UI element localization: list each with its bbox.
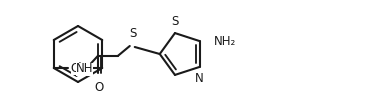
Text: Cl: Cl <box>71 62 82 74</box>
Text: N: N <box>195 72 204 85</box>
Text: O: O <box>94 81 104 94</box>
Text: NH: NH <box>76 62 93 76</box>
Text: NH₂: NH₂ <box>214 35 236 48</box>
Text: S: S <box>171 15 179 28</box>
Text: S: S <box>129 27 136 40</box>
